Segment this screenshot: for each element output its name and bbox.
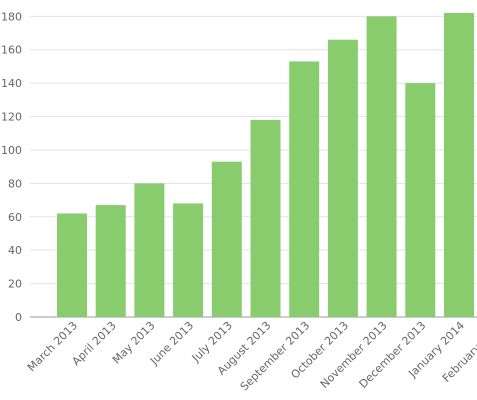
bar bbox=[366, 16, 397, 317]
bar bbox=[289, 61, 320, 317]
y-tick-label: 180 bbox=[1, 10, 22, 23]
y-tick-label: 120 bbox=[1, 111, 22, 124]
y-tick-label: 140 bbox=[1, 77, 22, 90]
bar bbox=[211, 161, 242, 317]
bar bbox=[327, 39, 358, 317]
bar bbox=[405, 83, 436, 318]
bar bbox=[173, 203, 204, 317]
bar bbox=[250, 119, 281, 318]
y-tick-label: 100 bbox=[1, 144, 22, 157]
y-tick-label: 60 bbox=[8, 211, 22, 224]
y-tick-label: 0 bbox=[15, 311, 22, 324]
y-tick-label: 160 bbox=[1, 44, 22, 57]
x-tick-label: December 2013 bbox=[357, 319, 429, 391]
x-tick-label: March 2013 bbox=[25, 319, 80, 374]
bar bbox=[134, 183, 165, 317]
bar bbox=[444, 13, 474, 317]
bar bbox=[95, 205, 126, 317]
x-tick-label: September 2013 bbox=[238, 319, 312, 393]
bar bbox=[57, 213, 87, 317]
y-tick-label: 20 bbox=[8, 278, 22, 291]
x-tick-label: November 2013 bbox=[318, 319, 390, 391]
y-tick-label: 80 bbox=[8, 177, 22, 190]
y-tick-label: 40 bbox=[8, 244, 22, 257]
